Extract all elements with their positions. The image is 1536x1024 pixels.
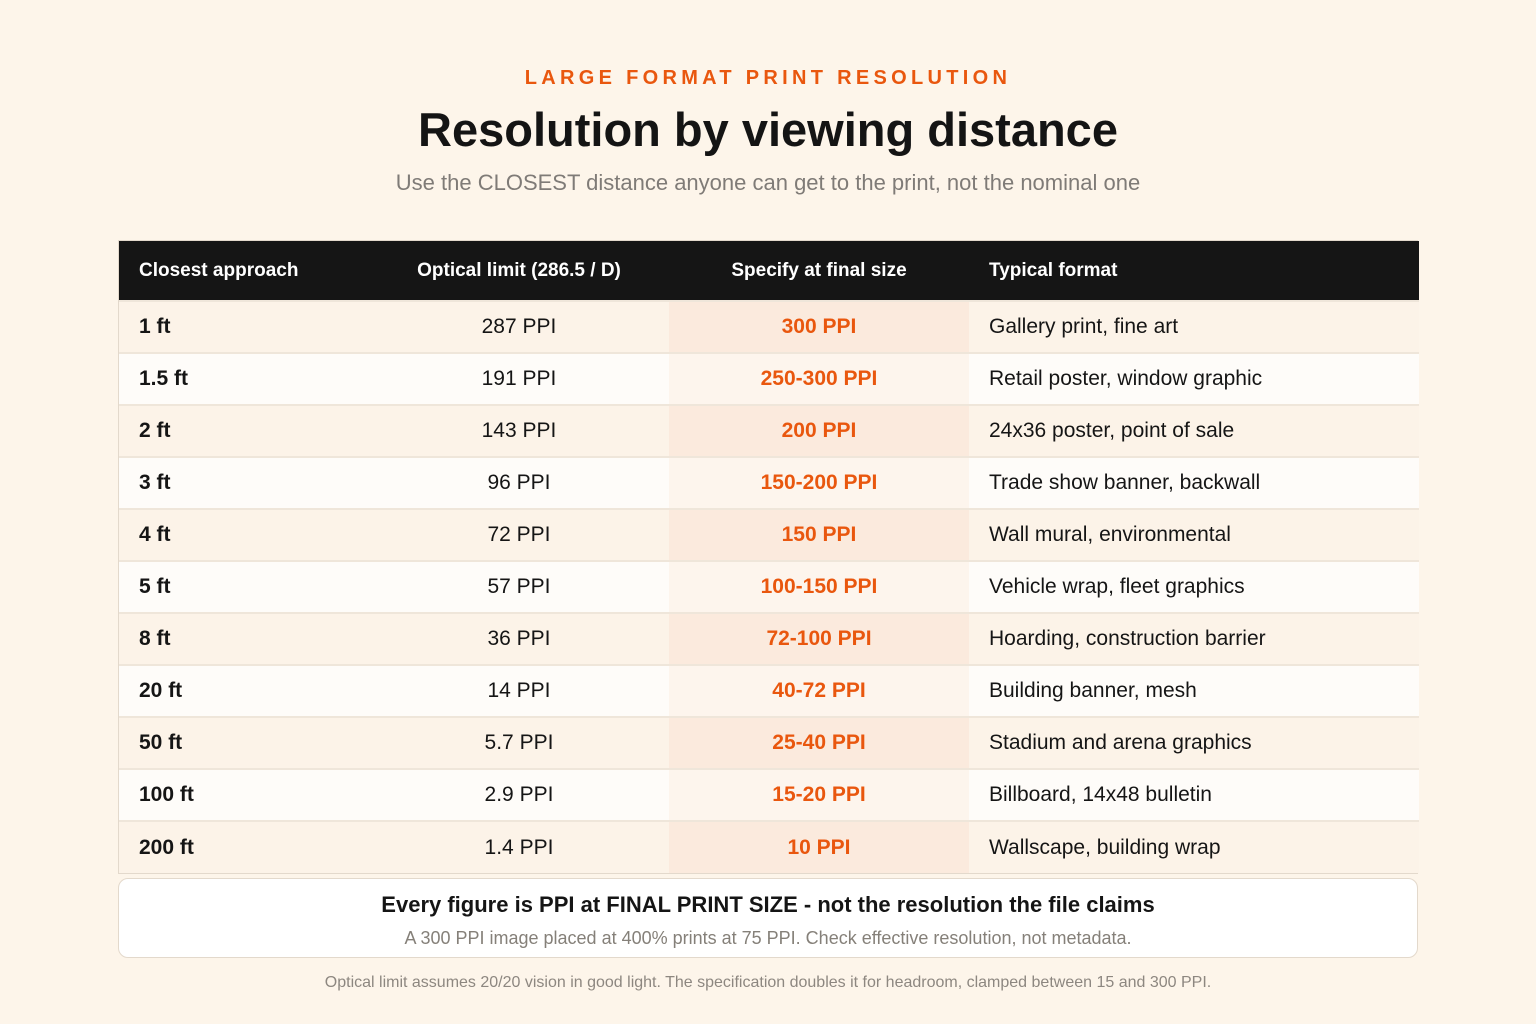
cell-optical-limit: 191 PPI (369, 352, 669, 405)
eyebrow-label: LARGE FORMAT PRINT RESOLUTION (524, 67, 1012, 89)
cell-specify: 100-150 PPI (669, 560, 969, 613)
note-box: Every figure is PPI at FINAL PRINT SIZE … (118, 878, 1418, 958)
cell-specify: 150 PPI (669, 508, 969, 561)
cell-closest-approach: 50 ft (119, 716, 369, 769)
cell-specify: 72-100 PPI (669, 612, 969, 665)
cell-typical-format: Vehicle wrap, fleet graphics (969, 560, 1419, 613)
column-header-optical-limit: Optical limit (286.5 / D) (417, 259, 621, 281)
cell-closest-approach: 3 ft (119, 456, 369, 509)
cell-typical-format: Gallery print, fine art (969, 300, 1419, 353)
table-row: 1 ft 287 PPI 300 PPI Gallery print, fine ar… (119, 300, 1419, 353)
cell-optical-limit: 287 PPI (369, 300, 669, 353)
cell-optical-limit: 5.7 PPI (369, 716, 669, 769)
cell-closest-approach: 8 ft (119, 612, 369, 665)
column-header-specify: Specify at final size (731, 259, 907, 281)
table-row: 3 ft 96 PPI 150-200 PPI Trade show banner, … (119, 456, 1419, 509)
cell-optical-limit: 14 PPI (369, 664, 669, 717)
resolution-table: Closest approach Optical limit (286.5 / … (118, 240, 1419, 874)
note-title: Every figure is PPI at FINAL PRINT SIZE … (381, 892, 1155, 917)
cell-specify: 250-300 PPI (669, 352, 969, 405)
cell-optical-limit: 57 PPI (369, 560, 669, 613)
cell-closest-approach: 1.5 ft (119, 352, 369, 405)
cell-typical-format: Billboard, 14x48 bulletin (969, 768, 1419, 821)
cell-specify: 150-200 PPI (669, 456, 969, 509)
table-header-row: Closest approach Optical limit (286.5 / … (119, 241, 1419, 301)
cell-closest-approach: 5 ft (119, 560, 369, 613)
column-header-closest-approach: Closest approach (139, 259, 299, 281)
table-row: 100 ft 2.9 PPI 15-20 PPI Billboard, 14x48 b… (119, 768, 1419, 821)
table-row: 2 ft 143 PPI 200 PPI 24x36 poster, point of… (119, 404, 1419, 457)
cell-typical-format: Wallscape, building wrap (969, 820, 1419, 873)
cell-typical-format: Wall mural, environmental (969, 508, 1419, 561)
table-row: 5 ft 57 PPI 100-150 PPI Vehicle wrap, fleet… (119, 560, 1419, 613)
table-row: 200 ft 1.4 PPI 10 PPI Wallscape, building w… (119, 820, 1419, 873)
footnote: Optical limit assumes 20/20 vision in go… (324, 974, 1212, 991)
page-subtitle: Use the CLOSEST distance anyone can get … (395, 170, 1141, 195)
cell-closest-approach: 200 ft (119, 820, 369, 873)
table-row: 4 ft 72 PPI 150 PPI Wall mural, environment… (119, 508, 1419, 561)
cell-specify: 200 PPI (669, 404, 969, 457)
cell-optical-limit: 1.4 PPI (369, 820, 669, 873)
cell-optical-limit: 143 PPI (369, 404, 669, 457)
cell-closest-approach: 100 ft (119, 768, 369, 821)
cell-specify: 15-20 PPI (669, 768, 969, 821)
cell-typical-format: Trade show banner, backwall (969, 456, 1419, 509)
cell-specify: 300 PPI (669, 300, 969, 353)
cell-typical-format: Stadium and arena graphics (969, 716, 1419, 769)
cell-closest-approach: 1 ft (119, 300, 369, 353)
column-header-typical-format: Typical format (989, 259, 1118, 281)
cell-typical-format: Building banner, mesh (969, 664, 1419, 717)
cell-specify: 25-40 PPI (669, 716, 969, 769)
table-row: 1.5 ft 191 PPI 250-300 PPI Retail poster, w… (119, 352, 1419, 405)
cell-typical-format: Hoarding, construction barrier (969, 612, 1419, 665)
cell-optical-limit: 36 PPI (369, 612, 669, 665)
cell-optical-limit: 2.9 PPI (369, 768, 669, 821)
cell-closest-approach: 4 ft (119, 508, 369, 561)
cell-closest-approach: 20 ft (119, 664, 369, 717)
table-row: 20 ft 14 PPI 40-72 PPI Building banner, mes… (119, 664, 1419, 717)
table-row: 8 ft 36 PPI 72-100 PPI Hoarding, constructi… (119, 612, 1419, 665)
cell-typical-format: 24x36 poster, point of sale (969, 404, 1419, 457)
note-text: A 300 PPI image placed at 400% prints at… (404, 928, 1132, 948)
page-title: Resolution by viewing distance (418, 103, 1118, 156)
cell-optical-limit: 72 PPI (369, 508, 669, 561)
cell-closest-approach: 2 ft (119, 404, 369, 457)
cell-specify: 10 PPI (669, 820, 969, 873)
table-row: 50 ft 5.7 PPI 25-40 PPI Stadium and arena g… (119, 716, 1419, 769)
table-body: 1 ft 287 PPI 300 PPI Gallery print, fine ar… (119, 300, 1419, 873)
cell-optical-limit: 96 PPI (369, 456, 669, 509)
cell-specify: 40-72 PPI (669, 664, 969, 717)
cell-typical-format: Retail poster, window graphic (969, 352, 1419, 405)
